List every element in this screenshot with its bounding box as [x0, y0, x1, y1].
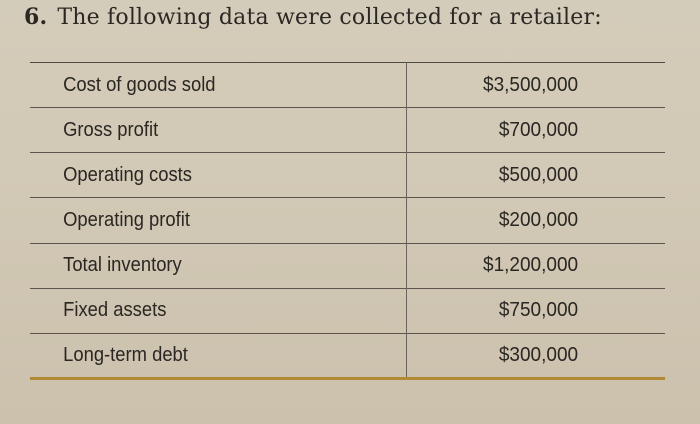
row-label: Gross profit	[30, 107, 377, 153]
row-value: $700,000	[419, 107, 665, 153]
table-row: Operating profit $200,000	[30, 197, 665, 244]
row-label: Fixed assets	[30, 287, 377, 334]
row-value: $200,000	[419, 197, 665, 244]
row-label: Long-term debt	[30, 332, 377, 381]
question-number: 6.	[24, 4, 48, 30]
row-value: $500,000	[419, 152, 665, 198]
row-value: $1,200,000	[419, 242, 665, 289]
row-label: Cost of goods sold	[30, 61, 377, 108]
row-value: $300,000	[419, 332, 665, 381]
data-table-container: Cost of goods sold $3,500,000 Gross prof…	[30, 61, 665, 381]
table-row: Cost of goods sold $3,500,000	[30, 61, 665, 108]
question-text: The following data were collected for a …	[57, 5, 602, 30]
retailer-data-table: Cost of goods sold $3,500,000 Gross prof…	[30, 61, 665, 381]
table-row: Total inventory $1,200,000	[30, 242, 665, 289]
row-value: $3,500,000	[419, 61, 665, 108]
row-label: Operating profit	[30, 197, 377, 244]
table-row: Long-term debt $300,000	[30, 332, 665, 381]
question-heading: 6. The following data were collected for …	[24, 4, 602, 30]
table-row: Fixed assets $750,000	[30, 287, 665, 334]
table-row: Operating costs $500,000	[30, 152, 665, 198]
table-row: Gross profit $700,000	[30, 107, 665, 153]
row-label: Total inventory	[30, 242, 377, 289]
row-label: Operating costs	[30, 152, 377, 198]
row-value: $750,000	[419, 287, 665, 334]
